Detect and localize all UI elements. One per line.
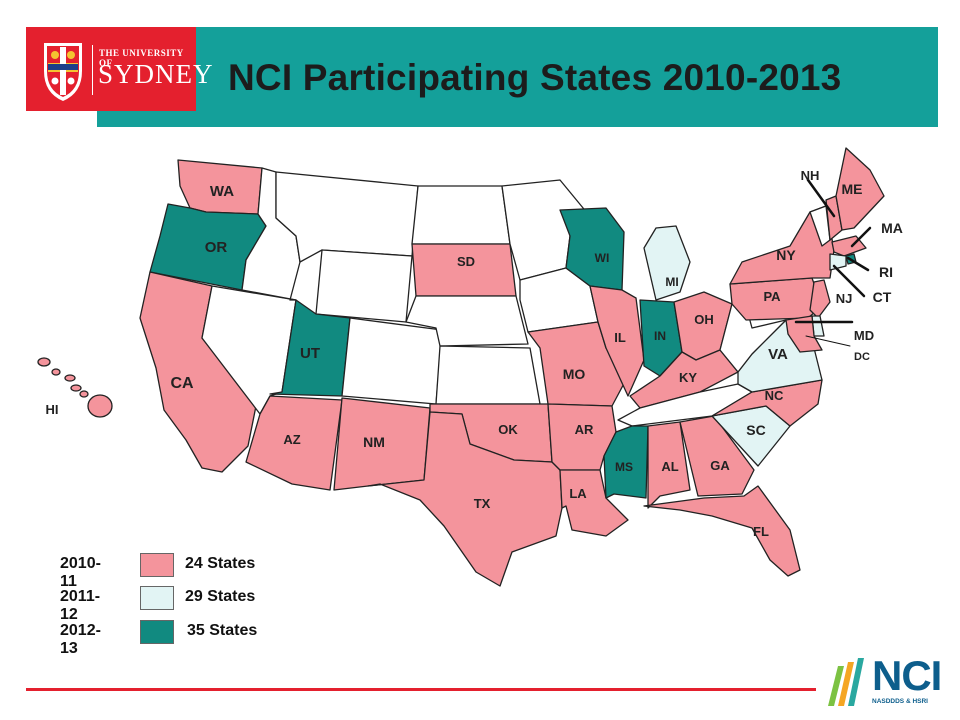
legend-count: 24 States [185,555,256,572]
state-label-in: IN [654,329,666,343]
legend-swatch-2010-11 [140,553,174,577]
university-logo-top-text: THE UNIVERSITY OF [99,48,184,68]
legend-period: 2010-11 [60,555,101,590]
state-me [835,147,885,231]
state-label-mo: MO [563,366,586,382]
leader-line-ma [850,226,872,248]
state-mt [275,171,419,263]
state-fl [643,485,801,577]
state-al [647,421,691,509]
page-title: NCI Participating States 2010-2013 [228,57,842,98]
state-label-hi: HI [46,402,59,417]
state-mi [643,225,691,301]
state-hi-island [70,384,82,392]
legend-count: 29 States [185,588,256,605]
university-logo-main-text: SYDNEY [98,59,214,89]
state-label-ri: RI [879,264,893,280]
state-tx [367,411,563,587]
state-label-ct: CT [873,289,892,305]
state-ks [435,345,541,405]
state-label-tx: TX [474,496,491,511]
state-label-oh: OH [694,312,714,327]
state-label-fl: FL [753,524,769,539]
state-label-sd: SD [457,254,475,269]
state-label-ca: CA [170,375,194,392]
bottom-divider [26,688,816,691]
state-hi-island [87,394,113,418]
state-label-ar: AR [575,422,594,437]
state-nj [809,279,831,319]
state-label-pa: PA [763,289,781,304]
state-ar [547,403,617,471]
state-label-wa: WA [210,183,234,200]
state-label-ut: UT [300,345,320,362]
state-ma [831,235,867,257]
legend-swatch-2012-13 [140,620,174,644]
leader-line-ri [846,256,870,272]
state-nd [411,185,511,245]
state-hi-island [64,374,76,382]
state-md [785,315,823,353]
state-la [559,469,629,537]
state-label-ga: GA [710,458,730,473]
state-label-ny: NY [776,247,796,263]
state-label-nc: NC [765,388,784,403]
nci-logo-subtitle: NASDDDS & HSRI [872,698,928,705]
nci-logo-letters: NCI [872,652,942,699]
legend-period: 2012-13 [60,622,101,657]
state-co [341,317,443,405]
state-hi-island [37,357,51,367]
leader-line-dc [805,335,851,347]
state-label-la: LA [569,486,587,501]
university-logo: THE UNIVERSITY OF SYDNEY [26,27,213,111]
state-hi-island [79,390,89,398]
state-wy [315,249,413,323]
legend-swatch-2011-12 [140,586,174,610]
state-label-nj: NJ [836,291,853,306]
state-label-me: ME [842,181,863,197]
state-hi-island [51,368,61,376]
state-label-ms: MS [615,460,633,474]
state-sd [411,243,517,297]
state-label-va: VA [768,346,788,363]
state-label-md: MD [854,328,874,343]
state-label-il: IL [614,330,626,345]
state-ga [679,415,755,497]
state-label-al: AL [661,459,678,474]
state-label-sc: SC [746,422,765,438]
legend-count: 35 States [187,622,258,639]
legend-period: 2011-12 [60,588,101,623]
leader-line-nh [806,178,836,218]
nci-logo: NCI NASDDDS & HSRI [824,652,954,716]
state-label-az: AZ [283,432,300,447]
state-label-nh: NH [801,168,820,183]
state-ct [829,253,847,271]
leader-line-ct [832,264,866,298]
state-label-or: OR [205,239,228,256]
state-label-ma: MA [881,220,903,236]
nci-stripes-icon [828,658,864,706]
state-label-dc: DC [854,351,870,363]
state-ms [603,425,649,499]
state-label-ok: OK [498,422,518,437]
university-crest-icon [44,43,93,101]
header-banner [97,27,938,127]
state-il [589,285,645,397]
state-label-ky: KY [679,370,697,385]
state-label-nm: NM [363,434,385,450]
state-label-wi: WI [595,251,610,265]
state-label-mi: MI [665,275,678,289]
